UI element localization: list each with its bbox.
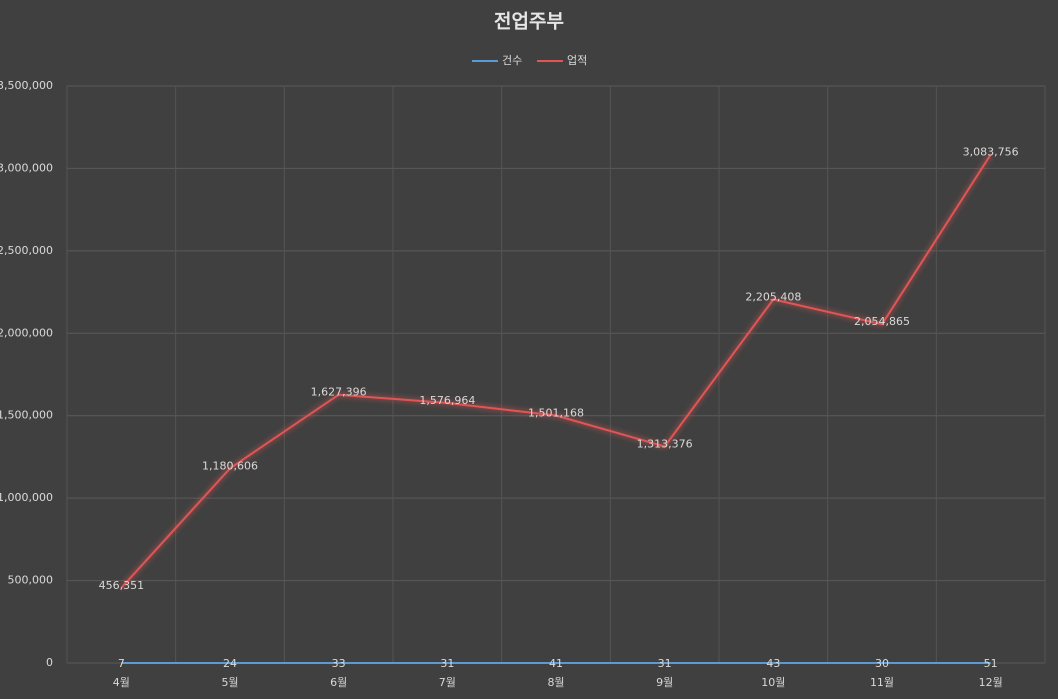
data-label: 2,054,865 xyxy=(854,315,910,328)
data-label: 1,501,168 xyxy=(528,407,584,420)
data-label: 1,313,376 xyxy=(637,437,693,450)
data-label: 2,205,408 xyxy=(745,290,801,303)
data-label: 7 xyxy=(118,657,125,670)
data-label: 1,576,964 xyxy=(419,394,475,407)
y-tick-label: 2,500,000 xyxy=(0,244,53,257)
x-tick-label: 5월 xyxy=(221,676,238,689)
series-line xyxy=(120,154,992,589)
data-label: 3,083,756 xyxy=(963,146,1019,159)
data-label: 1,627,396 xyxy=(311,386,367,399)
data-label: 31 xyxy=(440,657,454,670)
chart-title: 전업주부 xyxy=(494,11,564,33)
x-tick-label: 6월 xyxy=(330,676,347,689)
data-label: 43 xyxy=(766,657,780,670)
data-label: 33 xyxy=(332,657,346,670)
x-tick-label: 11월 xyxy=(870,676,894,689)
y-tick-label: 3,500,000 xyxy=(0,79,53,92)
y-tick-label: 0 xyxy=(46,656,53,669)
x-tick-label: 10월 xyxy=(761,676,785,689)
data-label: 30 xyxy=(875,657,889,670)
data-label: 1,180,606 xyxy=(202,459,258,472)
data-label: 24 xyxy=(223,657,237,670)
y-tick-label: 500,000 xyxy=(8,574,54,587)
x-tick-label: 7월 xyxy=(439,676,456,689)
legend-label: 건수 xyxy=(502,54,522,67)
data-label: 456,351 xyxy=(99,579,145,592)
x-tick-label: 12월 xyxy=(979,676,1003,689)
y-tick-label: 1,500,000 xyxy=(0,409,53,422)
x-tick-label: 4월 xyxy=(113,676,130,689)
data-label: 51 xyxy=(984,657,998,670)
y-tick-label: 1,000,000 xyxy=(0,491,53,504)
x-tick-label: 9월 xyxy=(656,676,673,689)
legend-label: 업적 xyxy=(567,54,587,67)
x-tick-label: 8월 xyxy=(547,676,564,689)
y-tick-label: 2,000,000 xyxy=(0,326,53,339)
y-tick-label: 3,000,000 xyxy=(0,161,53,174)
data-label: 41 xyxy=(549,657,563,670)
data-label: 31 xyxy=(658,657,672,670)
